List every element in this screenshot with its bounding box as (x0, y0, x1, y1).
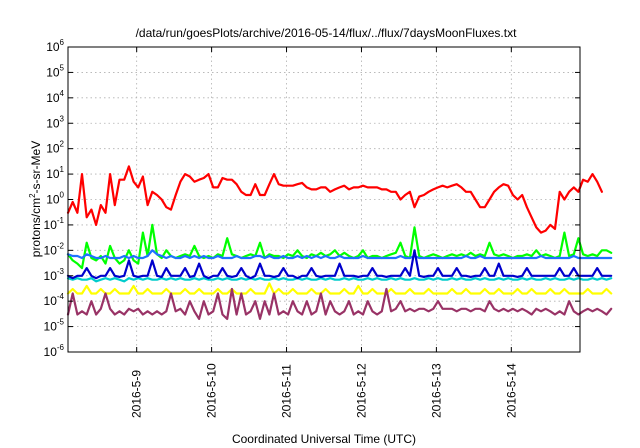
series-line-3 (66, 249, 613, 260)
y-tick-exp: 0 (60, 191, 65, 200)
y-tick-base: 10 (46, 167, 60, 181)
y-tick-label: 106 (46, 38, 64, 54)
x-tick-label: 2016-5-10 (205, 363, 219, 418)
y-tick-label: 10-1 (44, 216, 65, 232)
y-axis: 10-610-510-410-310-210-11001011021031041… (44, 38, 580, 359)
series-lines (66, 165, 613, 320)
y-tick-base: 10 (46, 193, 60, 207)
x-tick-label: 2016-5-12 (354, 363, 368, 418)
y-tick-label: 102 (46, 140, 64, 156)
y-tick-exp: -5 (57, 318, 65, 327)
y-tick-base: 10 (44, 218, 58, 232)
y-tick-exp: 4 (60, 89, 65, 98)
x-tick-label: 2016-5-14 (504, 363, 518, 418)
series-line-6 (66, 282, 613, 295)
y-tick-label: 104 (46, 89, 64, 105)
y-tick-base: 10 (46, 91, 60, 105)
series-line-5 (66, 249, 613, 280)
x-tick-label: 2016-5-11 (280, 364, 294, 418)
y-tick-base: 10 (46, 142, 60, 156)
x-tick-label: 2016-5-9 (130, 370, 144, 418)
series-line-1 (66, 165, 604, 234)
series-line-7 (66, 287, 613, 320)
y-tick-label: 10-6 (44, 343, 65, 359)
y-tick-base: 10 (44, 345, 58, 359)
y-tick-exp: 3 (60, 114, 65, 123)
y-tick-base: 10 (46, 116, 60, 130)
y-tick-label: 10-5 (44, 318, 65, 334)
y-tick-base: 10 (44, 243, 58, 257)
y-tick-base: 10 (44, 320, 58, 334)
y-tick-label: 10-4 (44, 292, 65, 308)
y-tick-exp: -6 (57, 343, 65, 352)
y-tick-exp: -1 (57, 216, 65, 225)
y-tick-label: 10-3 (44, 267, 65, 283)
y-tick-exp: 2 (60, 140, 65, 149)
y-tick-exp: 1 (60, 165, 65, 174)
y-tick-exp: 6 (60, 38, 65, 47)
y-tick-label: 101 (46, 165, 64, 181)
chart-title: /data/run/goesPlots/archive/2016-05-14/f… (136, 26, 518, 40)
y-axis-label-sup: 2 (28, 193, 37, 198)
series-line-4 (66, 277, 613, 283)
y-tick-label: 105 (46, 63, 64, 79)
y-axis-label-post: -s-sr-MeV (29, 141, 43, 194)
y-tick-label: 10-2 (44, 241, 65, 257)
y-tick-exp: 5 (60, 63, 65, 72)
y-tick-exp: -2 (57, 241, 65, 250)
y-tick-label: 100 (46, 191, 64, 207)
y-axis-label-pre: protons/cm (29, 198, 43, 257)
y-tick-exp: -3 (57, 267, 65, 276)
y-tick-base: 10 (44, 269, 58, 283)
x-axis: 2016-5-9 2016-5-10 2016-5-11 2016-5-12 2016-… (130, 47, 518, 418)
y-tick-exp: -4 (57, 292, 65, 301)
y-tick-base: 10 (44, 294, 58, 308)
y-tick-label: 103 (46, 114, 64, 130)
series-line-2 (66, 223, 613, 270)
y-axis-label: protons/cm2-s-sr-MeV (28, 141, 43, 257)
x-axis-label: Coordinated Universal Time (UTC) (232, 432, 416, 446)
y-tick-base: 10 (46, 65, 60, 79)
x-tick-label: 2016-5-13 (429, 363, 443, 418)
y-tick-base: 10 (46, 40, 60, 54)
grid-lines (68, 47, 580, 352)
